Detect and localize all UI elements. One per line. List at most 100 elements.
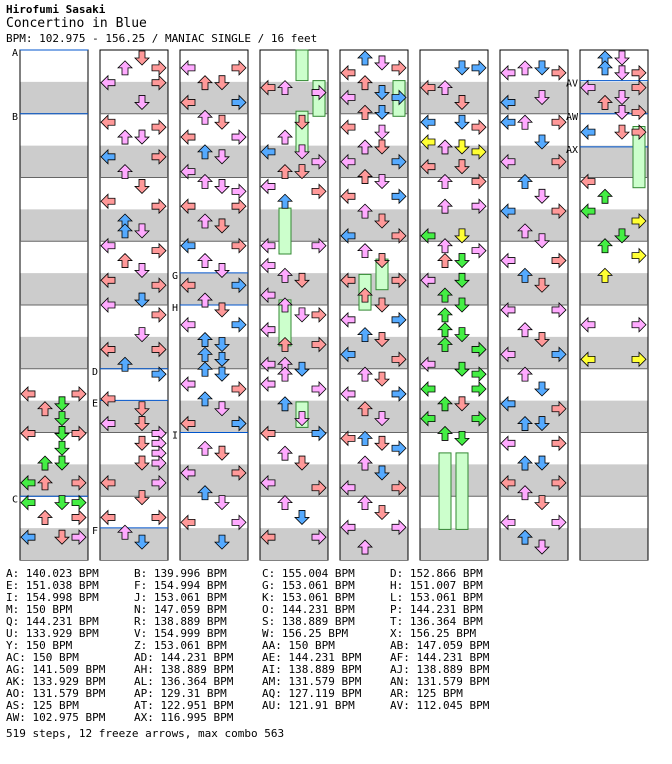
song-title: Concertino in Blue [6,16,147,31]
step-arrow [374,55,390,71]
step-arrow [54,440,70,456]
step-arrow [180,415,196,432]
legend-row: M: 150 BPM N: 147.059 BPM O: 144.231 BPM P:… [6,604,666,616]
step-arrow [517,322,533,338]
step-arrow [151,74,167,91]
step-arrow [260,529,276,546]
step-arrow [311,183,327,200]
legend-entry: AM: 131.579 BPM [262,675,362,688]
legend-entry: U: 133.929 BPM [6,627,99,640]
step-arrow [534,416,550,432]
legend-row: I: 154.998 BPM J: 153.061 BPM K: 153.061 B… [6,592,666,604]
step-summary: 519 steps, 12 freeze arrows, max combo 5… [6,727,285,740]
legend-entry: AX: 116.995 BPM [134,711,234,724]
step-arrow [214,302,230,318]
beat-stripe [340,400,408,433]
step-arrow [180,277,196,294]
step-arrow [311,529,327,546]
step-arrow [20,425,36,442]
step-arrow [294,272,310,288]
step-arrow [117,223,133,239]
beat-stripe [20,528,88,560]
step-arrow [437,139,453,155]
step-arrow [374,85,390,101]
step-arrow [454,297,470,313]
legend-entry: Z: 153.061 BPM [134,639,227,652]
step-arrow [37,401,53,417]
legend-entry: N: 147.059 BPM [134,603,227,616]
step-arrow [517,366,533,382]
step-arrow [534,381,550,397]
beat-stripe [580,400,648,433]
step-arrow [437,425,453,441]
step-arrow [311,237,327,254]
step-arrow [437,336,453,352]
step-arrow [517,529,533,545]
step-arrow [214,495,230,511]
step-arrow [197,332,213,347]
step-arrow [420,158,436,175]
step-arrow [500,395,516,412]
step-arrow [437,80,453,96]
step-arrow [500,153,516,170]
legend-entry: D: 152.866 BPM [390,567,483,580]
legend-entry: AH: 138.889 BPM [134,663,234,676]
freeze-arrow [438,452,452,530]
chart-column: D E F [92,49,169,561]
step-arrow [551,474,567,491]
step-arrow [37,509,53,525]
step-arrow [500,114,516,131]
step-arrow [357,495,373,511]
step-arrow [420,272,436,289]
step-arrow [374,297,390,313]
step-arrow [100,341,116,358]
step-arrow [391,59,407,76]
step-arrow [597,238,613,254]
beat-stripe [580,464,648,497]
beat-stripe [20,81,88,114]
step-arrow [597,188,613,204]
step-arrow [134,490,150,506]
step-arrow [454,228,470,244]
step-arrow [231,381,247,397]
legend-entry: V: 154.999 BPM [134,627,227,640]
beat-stripe [180,81,248,114]
step-arrow [100,509,116,526]
step-arrow [500,301,516,318]
step-arrow [374,124,390,140]
step-arrow [277,336,293,352]
step-arrow [500,252,516,269]
beat-stripe [20,400,88,433]
step-arrow [134,401,150,417]
legend-entry: R: 138.889 BPM [134,615,227,628]
step-arrow [180,94,196,111]
step-arrow [100,74,116,91]
step-arrow [340,272,356,289]
step-arrow [517,267,533,283]
step-arrow [311,479,327,496]
step-arrow [134,292,150,308]
beat-stripe [260,400,328,433]
beat-stripe [500,81,568,114]
step-arrow [551,435,567,452]
step-arrow [631,124,647,141]
beat-stripe [20,209,88,242]
step-arrow [214,445,230,461]
step-arrow [517,114,533,130]
step-arrow [614,104,630,120]
beat-stripe [500,273,568,305]
step-arrow [517,173,533,189]
beat-stripe [20,336,88,369]
beat-stripe [180,464,248,497]
bpm-marker-label: AV [566,79,578,90]
step-arrow [197,440,213,456]
legend-entry: AW: 102.975 BPM [6,711,106,724]
bpm-marker-label: G [172,271,178,282]
beat-stripe [100,209,168,242]
legend-entry: AR: 125 BPM [390,687,463,700]
step-arrow [180,464,196,481]
step-arrow [471,59,487,76]
beat-stripe [260,209,328,242]
step-arrow [311,84,327,101]
step-arrow [214,351,230,367]
